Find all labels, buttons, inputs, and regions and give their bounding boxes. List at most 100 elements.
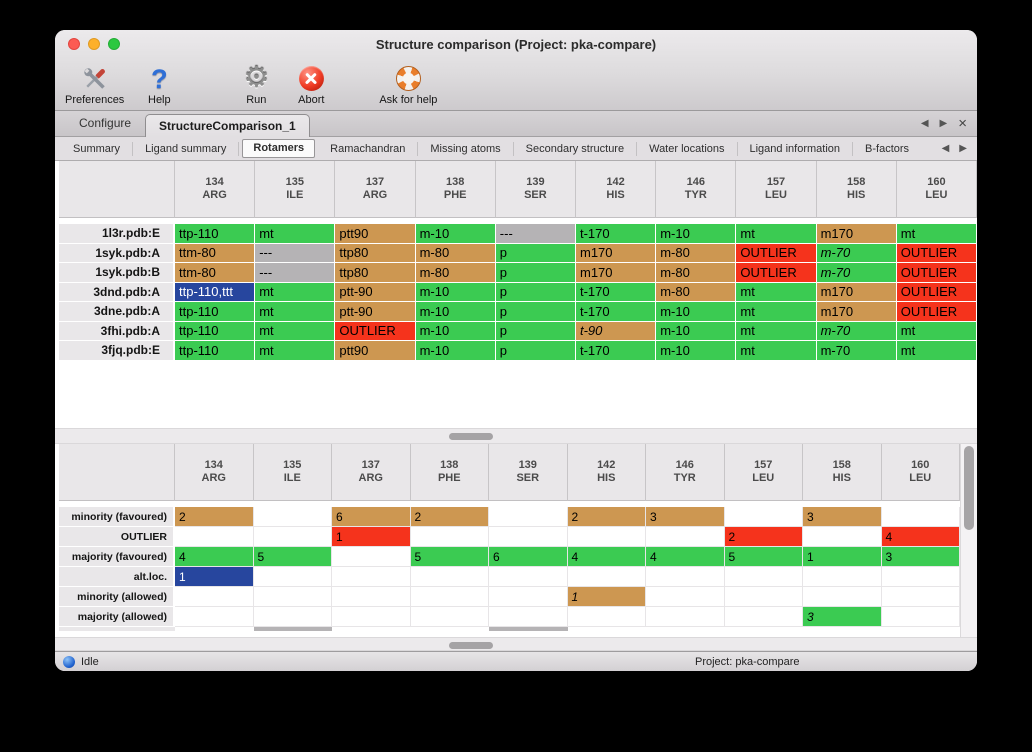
summary-cell-minority-allowed-138[interactable] [410,587,489,607]
summary-cell-minority-favoured-139[interactable] [489,507,568,527]
summary-cell-alt-loc-157[interactable] [724,567,803,587]
summary-column-header-138[interactable]: 138 PHE [410,444,489,501]
rotamer-cell-1l3r-pdb-e-158[interactable]: m170 [816,224,897,244]
rotamer-cell-3fjq-pdb-e-157[interactable]: mt [736,341,817,361]
summary-column-header-160[interactable]: 160 LEU [881,444,960,501]
summary-cell-alt-loc-142[interactable] [567,567,646,587]
summary-cell-minority-allowed-142[interactable]: 1 [567,587,646,607]
rotamer-row-header-1syk-pdb-a[interactable]: 1syk.pdb:A [59,243,175,263]
rotamer-cell-1l3r-pdb-e-138[interactable]: m-10 [415,224,496,244]
summary-row-header-minority-allowed[interactable]: minority (allowed) [59,587,175,607]
rotamer-cell-3dne-pdb-a-157[interactable]: mt [736,302,817,322]
rotamer-cell-3dnd-pdb-a-146[interactable]: m-80 [656,282,737,302]
rotamer-column-header-137[interactable]: 137 ARG [335,161,416,218]
summary-cell-alt-loc-137[interactable] [332,567,411,587]
summary-cell-outlier-135[interactable] [253,527,332,547]
rotamer-cell-3fhi-pdb-a-138[interactable]: m-10 [415,321,496,341]
summary-cell-majority-allowed-137[interactable] [332,607,411,627]
rotamer-cell-3dne-pdb-a-139[interactable]: p [495,302,576,322]
zoom-window-button[interactable] [108,38,120,50]
rotamer-cell-1syk-pdb-b-139[interactable]: p [495,263,576,283]
splitter-handle-2[interactable] [449,642,493,649]
rotamer-cell-3dnd-pdb-a-137[interactable]: ptt-90 [335,282,416,302]
summary-cell-majority-allowed-157[interactable] [724,607,803,627]
rotamer-cell-3dnd-pdb-a-157[interactable]: mt [736,282,817,302]
rotamer-cell-3fhi-pdb-a-160[interactable]: mt [896,321,977,341]
rotamer-cell-1syk-pdb-b-146[interactable]: m-80 [656,263,737,283]
rotamer-column-header-146[interactable]: 146 TYR [656,161,737,218]
rotamer-cell-3dne-pdb-a-135[interactable]: mt [255,302,336,322]
summary-row-header-minority-favoured[interactable]: minority (favoured) [59,507,175,527]
rotamer-column-header-158[interactable]: 158 HIS [816,161,897,218]
summary-cell-outlier-137[interactable]: 1 [332,527,411,547]
summary-cell-majority-allowed-142[interactable] [567,607,646,627]
rotamer-cell-1syk-pdb-a-135[interactable]: --- [255,243,336,263]
summary-cell-outlier-158[interactable] [803,527,882,547]
rotamer-row-header-1l3r-pdb-e[interactable]: 1l3r.pdb:E [59,224,175,244]
summary-cell-minority-favoured-134[interactable]: 2 [175,507,254,527]
rotamer-row-header-3dne-pdb-a[interactable]: 3dne.pdb:A [59,302,175,322]
summary-cell-majority-favoured-139[interactable]: 6 [489,547,568,567]
rotamer-cell-1l3r-pdb-e-134[interactable]: ttp-110 [175,224,256,244]
rotamer-cell-3fjq-pdb-e-139[interactable]: p [495,341,576,361]
summary-cell-minority-favoured-160[interactable] [881,507,960,527]
rotamer-cell-1syk-pdb-b-135[interactable]: --- [255,263,336,283]
rotamer-column-header-138[interactable]: 138 PHE [415,161,496,218]
summary-cell-majority-favoured-146[interactable]: 4 [646,547,725,567]
rotamer-cell-1syk-pdb-b-157[interactable]: OUTLIER [736,263,817,283]
rotamer-cell-1syk-pdb-b-138[interactable]: m-80 [415,263,496,283]
rotamer-cell-3fjq-pdb-e-138[interactable]: m-10 [415,341,496,361]
summary-cell-minority-allowed-135[interactable] [253,587,332,607]
rotamer-cell-3dnd-pdb-a-139[interactable]: p [495,282,576,302]
rotamer-cell-1l3r-pdb-e-160[interactable]: mt [896,224,977,244]
subtab-ramachandran[interactable]: Ramachandran [318,141,419,156]
rotamer-cell-1syk-pdb-a-142[interactable]: m170 [575,243,657,263]
rotamer-cell-3dnd-pdb-a-142[interactable]: t-170 [575,282,657,302]
rotamer-cell-1syk-pdb-b-160[interactable]: OUTLIER [896,263,977,283]
summary-cell-outlier-157[interactable]: 2 [724,527,803,547]
rotamer-cell-3fjq-pdb-e-146[interactable]: m-10 [656,341,737,361]
summary-column-header-135[interactable]: 135 ILE [253,444,332,501]
rotamer-column-header-134[interactable]: 134 ARG [175,161,256,218]
summary-cell-majority-favoured-160[interactable]: 3 [881,547,960,567]
summary-cell-alt-loc-134[interactable]: 1 [175,567,254,587]
rotamer-cell-3dne-pdb-a-142[interactable]: t-170 [575,302,657,322]
rotamer-cell-3dnd-pdb-a-135[interactable]: mt [255,282,336,302]
summary-cell-alt-loc-146[interactable] [646,567,725,587]
summary-cell-majority-allowed-135[interactable] [253,607,332,627]
subtab-secondary-structure[interactable]: Secondary structure [514,141,638,156]
rotamer-cell-1syk-pdb-a-158[interactable]: m-70 [816,243,897,263]
run-button[interactable]: ⚙ Run [235,63,277,107]
summary-cell-minority-allowed-160[interactable] [881,587,960,607]
rotamer-cell-1l3r-pdb-e-139[interactable]: --- [495,224,576,244]
summary-cell-alt-loc-139[interactable] [489,567,568,587]
subtab-next-icon[interactable]: ▶ [959,143,967,154]
rotamer-cell-3fjq-pdb-e-158[interactable]: m-70 [816,341,897,361]
rotamer-cell-3fjq-pdb-e-142[interactable]: t-170 [575,341,657,361]
summary-cell-minority-favoured-157[interactable] [724,507,803,527]
summary-cell-outlier-138[interactable] [410,527,489,547]
summary-cell-majority-favoured-135[interactable]: 5 [253,547,332,567]
summary-cell-majority-favoured-138[interactable]: 5 [410,547,489,567]
summary-cell-minority-allowed-134[interactable] [175,587,254,607]
rotamer-column-header-160[interactable]: 160 LEU [896,161,977,218]
summary-column-header-137[interactable]: 137 ARG [332,444,411,501]
subtab-prev-icon[interactable]: ◀ [941,143,950,154]
summary-cell-majority-favoured-158[interactable]: 1 [803,547,882,567]
summary-cell-minority-favoured-158[interactable]: 3 [803,507,882,527]
rotamer-cell-3dne-pdb-a-134[interactable]: ttp-110 [175,302,256,322]
subtab-missing-atoms[interactable]: Missing atoms [418,141,514,156]
summary-row-header-outlier[interactable]: OUTLIER [59,527,175,547]
summary-cell-majority-favoured-134[interactable]: 4 [175,547,254,567]
rotamer-cell-1syk-pdb-a-146[interactable]: m-80 [656,243,737,263]
rotamer-cell-1syk-pdb-b-134[interactable]: ttm-80 [175,263,256,283]
splitter-handle[interactable] [449,433,493,440]
rotamer-cell-3fhi-pdb-a-137[interactable]: OUTLIER [335,321,416,341]
summary-row-header-majority-favoured[interactable]: majority (favoured) [59,547,175,567]
close-window-button[interactable] [68,38,80,50]
rotamer-cell-1l3r-pdb-e-137[interactable]: ptt90 [335,224,416,244]
summary-cell-outlier-139[interactable] [489,527,568,547]
summary-cell-minority-allowed-139[interactable] [489,587,568,607]
tab-structurecomparison-1[interactable]: StructureComparison_1 [145,114,310,137]
tab-configure[interactable]: Configure [79,116,132,130]
